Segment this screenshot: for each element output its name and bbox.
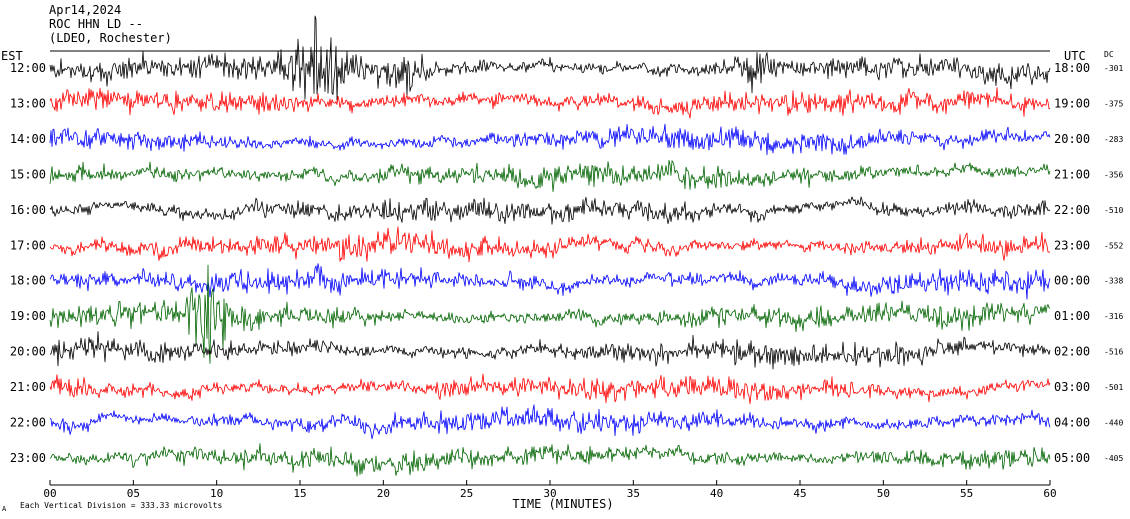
dc-offset-label: -338 [1104,277,1123,286]
trace-line [49,159,1051,192]
est-hour-label: 20:00 [10,345,46,359]
x-tick-label: 20 [377,487,390,500]
dc-offset-label: -510 [1104,206,1123,215]
dc-offset-label: -501 [1104,383,1123,392]
utc-hour-label: 21:00 [1054,167,1090,181]
x-tick-label: 50 [877,487,890,500]
header-date: Apr14,2024 [49,3,122,17]
dc-offset-label: -301 [1104,64,1123,73]
trace-line [49,373,1051,405]
utc-axis-label: UTC [1064,49,1086,63]
utc-hour-label: 03:00 [1054,380,1090,394]
dc-offset-label: -356 [1104,170,1123,179]
x-tick-label: 35 [627,487,640,500]
x-axis: 00 05 10 15 20 25 30 35 40 45 50 55 60 [43,480,1057,500]
est-axis-label: EST [1,49,23,63]
trace-line [49,226,1051,263]
est-hour-label: 16:00 [10,203,46,217]
utc-hour-label: 23:00 [1054,238,1090,252]
x-tick-label: 25 [460,487,473,500]
utc-hour-label: 05:00 [1054,451,1090,465]
x-tick-label: 60 [1043,487,1056,500]
trace-line [49,264,1051,364]
est-hour-label: 19:00 [10,309,46,323]
dc-offset-label: -316 [1104,312,1123,321]
header-station: ROC HHN LD -- [49,17,143,31]
est-hour-label: 23:00 [10,451,46,465]
trace-line [49,196,1051,225]
dc-offset-label: -516 [1104,348,1123,357]
est-hour-label: 18:00 [10,274,46,288]
x-tick-label: 10 [210,487,223,500]
dc-axis-label: DC [1104,50,1114,59]
x-axis-title: TIME (MINUTES) [512,497,613,511]
utc-hour-label: 19:00 [1054,96,1090,110]
dc-offset-label: -283 [1104,135,1123,144]
est-hour-label: 12:00 [10,61,46,75]
trace-line [49,87,1051,119]
trace-group [49,15,1051,477]
footer-mark: A [2,505,7,513]
x-tick-label: 45 [793,487,806,500]
est-hour-label: 22:00 [10,416,46,430]
trace-line [49,15,1051,101]
header-network: (LDEO, Rochester) [49,31,172,45]
utc-hour-label: 02:00 [1054,345,1090,359]
trace-line [49,263,1051,300]
trace-line [49,443,1051,477]
trace-line [49,404,1051,440]
y-axis-labels: 12:00 18:00 -301 13:00 19:00 -375 14:00 20:00 -2… [10,61,1124,465]
dc-offset-label: -405 [1104,454,1123,463]
x-tick-label: 40 [710,487,723,500]
x-tick-label: 00 [43,487,56,500]
est-hour-label: 21:00 [10,380,46,394]
x-tick-label: 05 [127,487,140,500]
utc-hour-label: 20:00 [1054,132,1090,146]
est-hour-label: 14:00 [10,132,46,146]
utc-hour-label: 22:00 [1054,203,1090,217]
utc-hour-label: 04:00 [1054,416,1090,430]
utc-hour-label: 01:00 [1054,309,1090,323]
dc-offset-label: -440 [1104,419,1123,428]
trace-line [49,123,1051,156]
dc-offset-label: -375 [1104,99,1123,108]
dc-offset-label: -552 [1104,241,1123,250]
est-hour-label: 15:00 [10,167,46,181]
utc-hour-label: 00:00 [1054,274,1090,288]
x-tick-label: 30 [543,487,556,500]
x-tick-label: 55 [960,487,973,500]
x-tick-label: 15 [293,487,306,500]
vertical-division-note: Each Vertical Division = 333.33 microvol… [20,501,222,510]
est-hour-label: 13:00 [10,96,46,110]
utc-hour-label: 18:00 [1054,61,1090,75]
est-hour-label: 17:00 [10,238,46,252]
trace-line [49,331,1051,370]
